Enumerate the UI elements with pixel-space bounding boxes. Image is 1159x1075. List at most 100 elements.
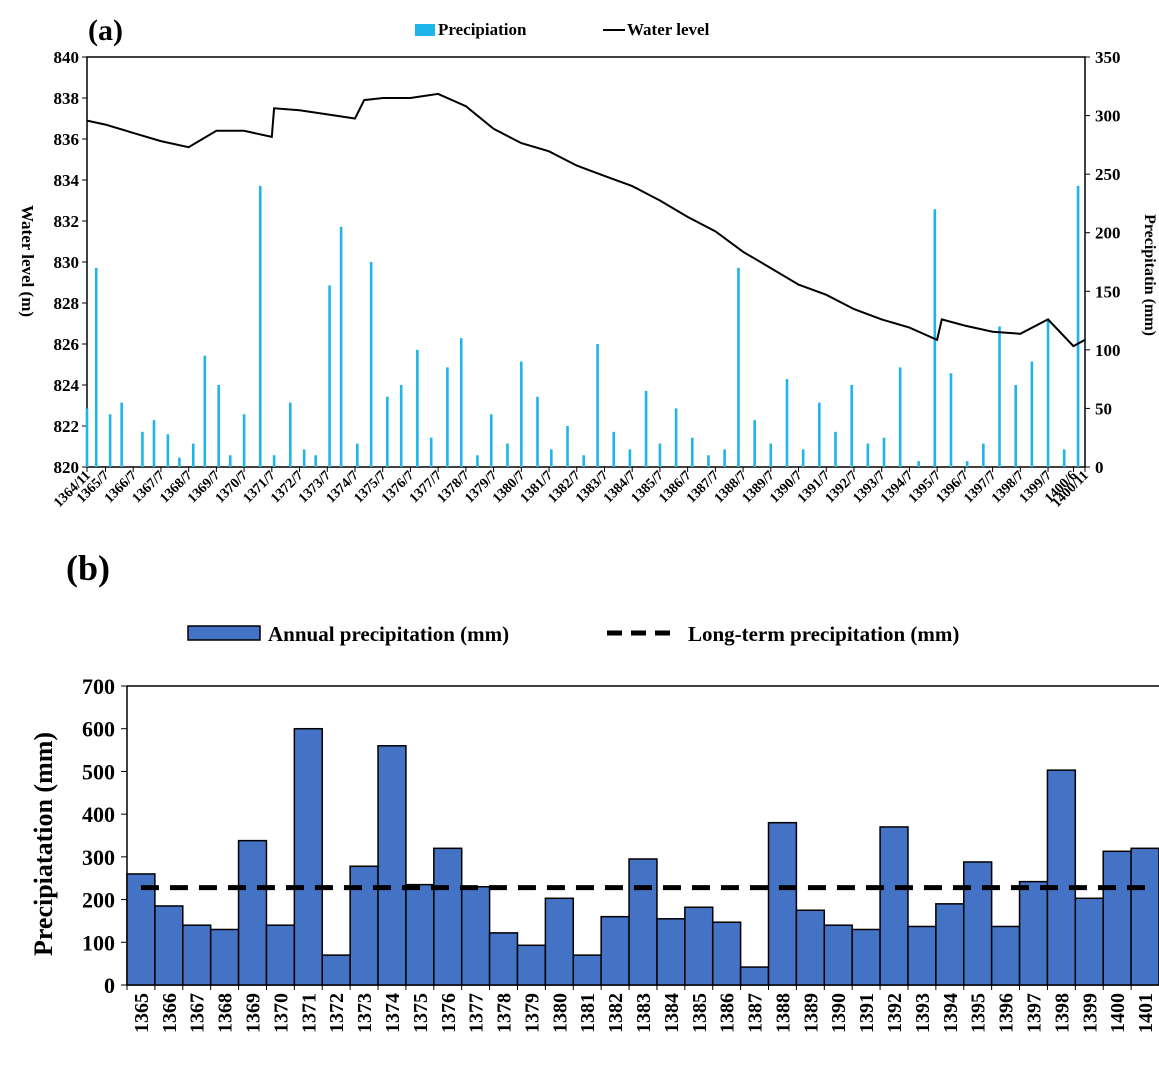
precip-bar xyxy=(489,414,493,467)
y-left-axis-label: Water level (m) xyxy=(18,205,37,317)
x-tick-label-b: 1370 xyxy=(270,993,292,1033)
precip-bar xyxy=(242,414,246,467)
annual-bar xyxy=(767,821,798,986)
precip-bar xyxy=(302,449,306,467)
x-tick-label-b: 1389 xyxy=(800,993,822,1033)
precip-bar xyxy=(949,373,953,467)
annual-bar xyxy=(321,954,351,986)
precip-bar xyxy=(429,437,433,467)
x-tick-label-b: 1383 xyxy=(633,993,655,1033)
annual-bar xyxy=(907,925,937,986)
y-left-tick-label: 822 xyxy=(54,417,80,436)
precip-bar xyxy=(120,402,123,467)
y-tick-label-b: 600 xyxy=(82,717,115,742)
precip-bar xyxy=(644,390,648,467)
annual-bar xyxy=(293,727,323,986)
annual-bar xyxy=(879,826,909,986)
panel-a-label: (a) xyxy=(88,14,123,47)
precip-bar xyxy=(258,185,262,467)
precip-bar xyxy=(399,385,403,467)
precip-bar xyxy=(1030,361,1034,467)
precip-bar xyxy=(217,385,220,467)
x-tick-label-b: 1397 xyxy=(1023,993,1045,1033)
precip-bar xyxy=(818,402,821,467)
y-right-tick-label: 50 xyxy=(1095,399,1112,418)
precip-bar xyxy=(94,267,98,467)
annual-bar xyxy=(851,928,881,986)
annual-bar xyxy=(1018,880,1049,986)
y-right-tick-label: 100 xyxy=(1095,341,1121,360)
x-tick-label-b: 1366 xyxy=(159,993,181,1033)
x-tick-label-b: 1391 xyxy=(856,993,878,1033)
precip-bar xyxy=(866,443,870,467)
water-level-line xyxy=(86,92,1086,348)
annual-bar xyxy=(237,839,268,986)
annual-bar xyxy=(209,928,240,986)
precip-bar xyxy=(339,226,343,467)
annual-bar xyxy=(600,915,630,986)
x-tick-label-b: 1375 xyxy=(410,993,432,1033)
x-tick-label-b: 1398 xyxy=(1051,993,1073,1033)
panel-a: (a) Precipiation Water level Water level… xyxy=(18,14,1158,336)
precip-bar xyxy=(690,437,694,467)
annual-bar xyxy=(572,954,602,986)
precip-bar xyxy=(446,367,449,467)
x-tick-label-b: 1378 xyxy=(494,993,516,1033)
panel-b-label: (b) xyxy=(66,548,110,588)
x-tick-label-b: 1369 xyxy=(243,993,265,1033)
precip-bar xyxy=(141,431,144,467)
annual-bar xyxy=(628,858,658,986)
x-tick-label-b: 1387 xyxy=(745,993,767,1033)
x-tick-label-b: 1395 xyxy=(968,993,990,1033)
y-tick-label-b: 0 xyxy=(104,973,115,998)
precip-bar xyxy=(272,455,276,467)
x-tick-label-b: 1365 xyxy=(131,993,153,1033)
y-right-tick-label: 300 xyxy=(1095,107,1121,126)
precip-bar xyxy=(203,355,207,467)
y-right-tick-label: 250 xyxy=(1095,165,1121,184)
precip-bar xyxy=(520,361,523,467)
x-tick-label-b: 1385 xyxy=(689,993,711,1033)
annual-bar xyxy=(795,909,826,986)
panel-b: (b) Annual precipitation (mm) Long-term … xyxy=(29,548,959,956)
x-tick-label-b: 1374 xyxy=(382,993,404,1033)
precip-bar xyxy=(998,326,1001,467)
x-tick-label-b: 1401 xyxy=(1135,993,1157,1033)
y-tick-label-b: 400 xyxy=(82,802,115,827)
y-left-tick-label: 830 xyxy=(54,253,80,272)
precip-bar xyxy=(386,396,389,467)
x-tick-label-b: 1379 xyxy=(521,993,543,1033)
y-left-tick-label: 836 xyxy=(54,130,80,149)
precip-bar xyxy=(314,455,318,467)
x-tick-label-b: 1394 xyxy=(940,993,962,1033)
precip-bar xyxy=(550,449,553,467)
precip-bar xyxy=(1046,320,1050,467)
x-tick-label-b: 1400 xyxy=(1107,993,1129,1033)
precip-bar xyxy=(801,449,805,467)
precip-bar xyxy=(982,443,985,467)
annual-bar xyxy=(1130,847,1159,986)
precip-bar xyxy=(882,437,886,467)
precip-bar xyxy=(536,396,539,467)
x-tick-label-b: 1373 xyxy=(354,993,376,1033)
annual-bar xyxy=(126,873,156,986)
precip-bar xyxy=(582,455,585,467)
precip-bar xyxy=(628,449,632,467)
y-tick-label-b: 500 xyxy=(82,759,115,784)
x-tick-label-b: 1399 xyxy=(1079,993,1101,1033)
precip-bar xyxy=(723,449,726,467)
x-tick-label-b: 1368 xyxy=(215,993,237,1033)
precip-bar xyxy=(965,461,969,467)
y-right-tick-label: 150 xyxy=(1095,282,1121,301)
precip-bar xyxy=(769,443,773,467)
y-right-axis-label: Precipitatin (mm) xyxy=(1141,214,1158,336)
precip-bar xyxy=(658,443,662,467)
annual-bar xyxy=(711,921,742,986)
y-left-tick-label: 832 xyxy=(54,212,80,231)
legend-annual-label: Annual precipitation (mm) xyxy=(268,622,509,646)
precip-bar xyxy=(707,455,710,467)
precip-bar xyxy=(108,414,112,467)
annual-bar xyxy=(405,883,435,986)
y-tick-label-b: 700 xyxy=(82,674,115,699)
